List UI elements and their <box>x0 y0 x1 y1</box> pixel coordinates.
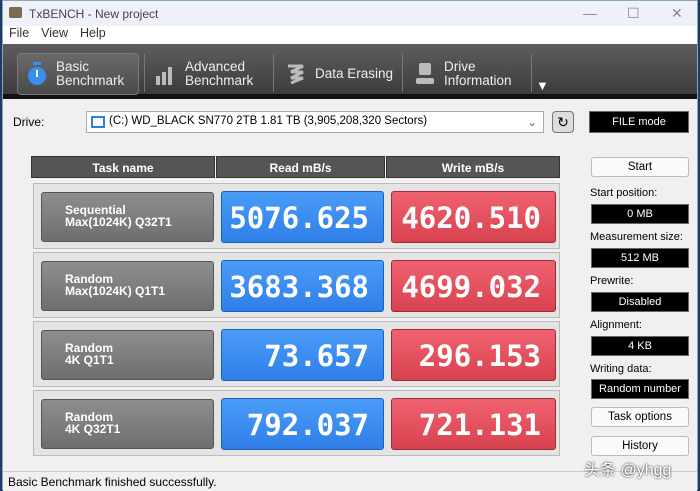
writing-data-value[interactable]: Random number <box>591 379 689 399</box>
table-row: Random Max(1024K) Q1T1 3683.368 4699.032 <box>33 252 560 318</box>
task-options-button[interactable]: Task options <box>591 407 689 427</box>
measurement-size-value[interactable]: 512 MB <box>591 248 689 268</box>
status-bar: Basic Benchmark finished successfully. <box>3 471 697 491</box>
more-tabs-button[interactable]: ▼ <box>536 78 549 93</box>
maximize-button[interactable]: ☐ <box>627 5 640 21</box>
close-button[interactable]: ✕ <box>671 5 683 21</box>
menu-help[interactable]: Help <box>80 26 106 40</box>
write-value: 296.153 <box>391 329 556 381</box>
tab-drive-information[interactable]: Drive Information <box>406 53 530 95</box>
header-task-name: Task name <box>31 156 215 178</box>
drive-icon <box>91 116 105 128</box>
eraser-icon <box>288 64 304 85</box>
tab-label: Advanced <box>185 59 246 74</box>
task-button[interactable]: Random Max(1024K) Q1T1 <box>41 261 214 311</box>
bar-chart-icon <box>156 67 172 85</box>
write-value: 4620.510 <box>391 191 556 243</box>
write-value: 4699.032 <box>391 260 556 312</box>
header-write: Write mB/s <box>386 156 560 178</box>
writing-data-label: Writing data: <box>590 363 652 375</box>
chevron-down-icon: ⌄ <box>527 117 537 129</box>
tab-basic-benchmark[interactable]: Basic Benchmark <box>17 53 139 95</box>
title-bar: TxBENCH - New project — ☐ ✕ <box>3 1 697 26</box>
tab-advanced-benchmark[interactable]: Advanced Benchmark <box>147 53 272 95</box>
table-row: Random 4K Q32T1 792.037 721.131 <box>33 390 560 456</box>
history-button[interactable]: History <box>591 436 689 456</box>
read-value: 3683.368 <box>221 260 384 312</box>
tab-label: Data Erasing <box>315 66 394 81</box>
tab-label: Basic <box>56 59 90 74</box>
tab-label: Information <box>444 73 512 88</box>
toolbar: Basic Benchmark Advanced Benchmark Data Er… <box>3 44 697 99</box>
read-value: 792.037 <box>221 398 384 450</box>
write-value: 721.131 <box>391 398 556 450</box>
minimize-button[interactable]: — <box>583 5 597 21</box>
window-title: TxBENCH - New project <box>29 6 159 21</box>
read-value: 73.657 <box>221 329 384 381</box>
menu-file[interactable]: File <box>9 26 30 40</box>
prewrite-label: Prewrite: <box>590 275 634 287</box>
watermark: 头条 @yhgg <box>584 462 672 479</box>
task-button[interactable]: Random 4K Q1T1 <box>41 330 214 380</box>
prewrite-value[interactable]: Disabled <box>591 292 689 312</box>
table-row: Sequential Max(1024K) Q32T1 5076.625 4620… <box>33 183 560 249</box>
app-icon <box>9 7 22 18</box>
alignment-label: Alignment: <box>590 319 642 331</box>
table-row: Random 4K Q1T1 73.657 296.153 <box>33 321 560 387</box>
measurement-size-label: Measurement size: <box>590 231 683 243</box>
read-value: 5076.625 <box>221 191 384 243</box>
drive-value: (C:) WD_BLACK SN770 2TB 1.81 TB (3,905,2… <box>109 115 428 127</box>
menu-bar: File View Help <box>3 26 697 44</box>
tab-data-erasing[interactable]: Data Erasing <box>277 53 401 95</box>
menu-view[interactable]: View <box>41 26 69 40</box>
drive-info-icon <box>416 63 434 84</box>
drive-select[interactable]: (C:) WD_BLACK SN770 2TB 1.81 TB (3,905,2… <box>86 111 544 133</box>
refresh-button[interactable]: ↻ <box>552 111 574 133</box>
header-read: Read mB/s <box>216 156 385 178</box>
stopwatch-icon <box>28 62 46 85</box>
file-mode-button[interactable]: FILE mode <box>589 111 689 133</box>
start-button[interactable]: Start <box>591 157 689 177</box>
tab-label: Benchmark <box>56 73 125 88</box>
tab-label: Drive <box>444 59 476 74</box>
drive-label: Drive: <box>13 115 45 129</box>
start-position-label: Start position: <box>590 187 658 199</box>
tab-label: Benchmark <box>185 73 254 88</box>
task-button[interactable]: Random 4K Q32T1 <box>41 399 214 449</box>
refresh-icon: ↻ <box>557 114 569 130</box>
start-position-value[interactable]: 0 MB <box>591 204 689 224</box>
task-button[interactable]: Sequential Max(1024K) Q32T1 <box>41 192 214 242</box>
alignment-value[interactable]: 4 KB <box>591 336 689 356</box>
